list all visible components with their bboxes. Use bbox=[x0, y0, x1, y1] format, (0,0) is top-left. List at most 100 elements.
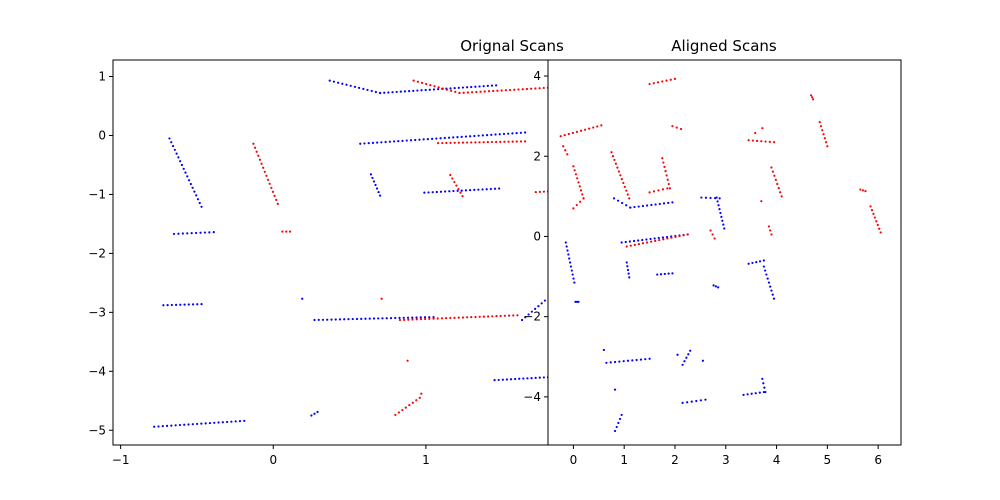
point-aligned-1-42 bbox=[656, 81, 660, 84]
point-original-1-103 bbox=[470, 316, 473, 319]
point-original-1-98 bbox=[449, 316, 452, 320]
point-original-0-177 bbox=[524, 316, 527, 319]
point-original-1-75 bbox=[449, 173, 452, 177]
point-original-1-115 bbox=[394, 413, 397, 417]
point-original-0-200 bbox=[161, 425, 164, 428]
point-aligned-0-49 bbox=[626, 268, 630, 272]
point-aligned-1-43 bbox=[661, 80, 664, 83]
point-original-0-30 bbox=[449, 87, 452, 90]
point-aligned-0-54 bbox=[663, 272, 666, 276]
point-original-0-5 bbox=[349, 84, 352, 87]
point-aligned-1-47 bbox=[671, 125, 674, 128]
point-aligned-0-39 bbox=[657, 236, 660, 240]
point-aligned-1-64 bbox=[629, 244, 632, 247]
point-original-0-22 bbox=[416, 89, 419, 92]
point-original-1-106 bbox=[482, 315, 485, 318]
point-aligned-1-116 bbox=[873, 216, 876, 219]
point-aligned-1-59 bbox=[652, 190, 656, 193]
point-aligned-0-97 bbox=[746, 393, 749, 396]
point-original-1-92 bbox=[424, 317, 427, 321]
point-original-1-49 bbox=[276, 202, 279, 205]
point-aligned-1-33 bbox=[619, 174, 622, 177]
point-original-0-27 bbox=[437, 88, 440, 91]
point-aligned-1-46 bbox=[673, 77, 677, 80]
point-original-0-188 bbox=[509, 378, 513, 381]
point-original-0-97 bbox=[195, 194, 198, 197]
point-original-1-19 bbox=[487, 90, 491, 93]
point-aligned-1-107 bbox=[823, 137, 826, 140]
point-aligned-0-84 bbox=[648, 357, 651, 360]
point-original-1-22 bbox=[500, 89, 503, 92]
point-aligned-1-110 bbox=[859, 188, 862, 191]
point-aligned-1-41 bbox=[652, 82, 655, 85]
point-original-0-41 bbox=[495, 84, 498, 87]
point-original-1-80 bbox=[459, 191, 462, 194]
point-aligned-0-100 bbox=[758, 391, 761, 394]
point-original-0-56 bbox=[418, 138, 421, 141]
point-original-0-40 bbox=[490, 84, 494, 87]
y-tick-label-original-1: −4 bbox=[88, 364, 106, 378]
point-aligned-1-115 bbox=[872, 212, 875, 215]
point-aligned-0-62 bbox=[715, 196, 718, 199]
x-tick-label-aligned-0: 0 bbox=[570, 453, 578, 467]
point-original-0-100 bbox=[200, 205, 203, 208]
point-aligned-0-48 bbox=[626, 265, 629, 268]
point-original-1-29 bbox=[530, 87, 533, 90]
point-original-0-104 bbox=[186, 232, 189, 235]
point-original-0-101 bbox=[172, 232, 176, 236]
point-aligned-1-1 bbox=[563, 134, 566, 137]
y-tick-label-original-2: −3 bbox=[88, 305, 106, 319]
point-aligned-1-27 bbox=[610, 151, 613, 154]
point-aligned-0-108 bbox=[617, 421, 620, 425]
point-aligned-0-121 bbox=[769, 285, 772, 288]
point-original-0-125 bbox=[452, 189, 455, 193]
point-original-1-64 bbox=[482, 141, 485, 144]
point-original-1-20 bbox=[492, 89, 495, 93]
point-original-0-59 bbox=[431, 137, 434, 140]
point-aligned-1-39 bbox=[628, 197, 631, 200]
point-original-0-49 bbox=[388, 140, 391, 143]
point-aligned-0-118 bbox=[765, 273, 768, 276]
point-original-1-108 bbox=[491, 315, 494, 318]
point-original-1-8 bbox=[445, 88, 449, 91]
point-aligned-1-16 bbox=[574, 173, 578, 176]
chart-title-original: Orignal Scans bbox=[460, 37, 564, 55]
axes-aligned: Aligned Scans bbox=[559, 37, 882, 433]
point-aligned-1-87 bbox=[768, 140, 771, 143]
point-original-0-87 bbox=[177, 156, 180, 159]
point-original-0-67 bbox=[464, 135, 468, 138]
point-original-0-10 bbox=[370, 89, 373, 93]
point-aligned-1-14 bbox=[572, 165, 575, 168]
point-aligned-0-79 bbox=[626, 359, 630, 362]
point-original-0-186 bbox=[501, 378, 504, 381]
point-original-0-139 bbox=[170, 303, 173, 307]
point-aligned-0-86 bbox=[683, 360, 686, 363]
point-aligned-0-21 bbox=[637, 205, 640, 208]
point-original-1-72 bbox=[515, 140, 518, 143]
point-original-1-90 bbox=[415, 318, 418, 321]
point-aligned-0-111 bbox=[747, 262, 750, 265]
point-aligned-1-18 bbox=[577, 181, 580, 184]
point-original-0-124 bbox=[448, 190, 451, 193]
point-original-1-119 bbox=[408, 404, 411, 407]
point-aligned-0-37 bbox=[649, 237, 652, 241]
point-original-0-198 bbox=[153, 425, 156, 428]
point-aligned-0-101 bbox=[762, 390, 765, 394]
point-aligned-1-119 bbox=[878, 227, 881, 230]
point-aligned-0-124 bbox=[772, 297, 776, 300]
point-aligned-1-109 bbox=[826, 145, 829, 148]
point-aligned-1-63 bbox=[625, 245, 628, 248]
series-original-1 bbox=[252, 79, 548, 417]
point-original-0-162 bbox=[377, 317, 380, 320]
point-original-1-77 bbox=[453, 180, 456, 184]
x-tick-label-aligned-5: 5 bbox=[824, 453, 832, 467]
point-aligned-0-20 bbox=[633, 205, 636, 209]
point-original-1-68 bbox=[499, 140, 502, 143]
point-original-1-105 bbox=[478, 315, 481, 318]
point-aligned-1-31 bbox=[616, 166, 619, 169]
point-original-1-111 bbox=[503, 314, 506, 317]
point-original-1-59 bbox=[461, 141, 465, 144]
point-original-0-109 bbox=[208, 231, 211, 234]
point-original-1-53 bbox=[437, 142, 440, 145]
point-original-0-214 bbox=[221, 421, 224, 424]
